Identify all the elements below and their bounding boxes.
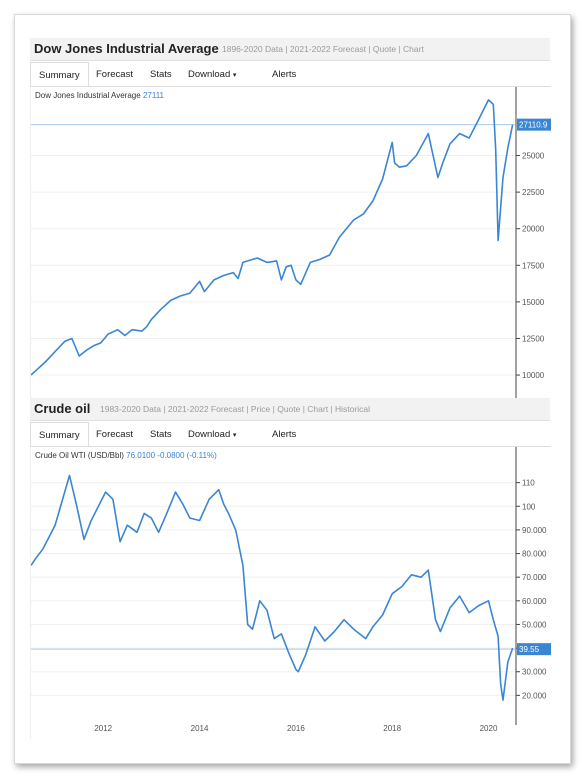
caret-down-icon: ▾	[232, 72, 237, 79]
panel-tabs: Summary Forecast Stats Download ▾ Alerts	[30, 62, 550, 86]
y-tick-label: 70.000	[522, 573, 547, 582]
y-tick-label: 10000	[522, 371, 545, 380]
y-tick-label: 22500	[522, 188, 545, 197]
legend-label: Crude Oil WTI (USD/Bbl)	[35, 451, 124, 460]
y-tick-label: 20000	[522, 225, 545, 234]
x-tick-label: 2018	[383, 724, 401, 733]
crude-chart-svg[interactable]: 20.00030.00040.00050.00060.00070.00080.0…	[31, 447, 551, 739]
tab-alerts[interactable]: Alerts	[272, 69, 297, 80]
page-frame	[14, 14, 571, 764]
x-tick-label: 2016	[287, 724, 305, 733]
y-tick-label: 110	[522, 479, 535, 488]
x-tick-label: 2014	[191, 724, 209, 733]
series-line[interactable]	[31, 99, 514, 376]
y-tick-label: 17500	[522, 261, 545, 270]
panel-tabs: Summary Forecast Stats Download ▾ Alerts	[30, 422, 550, 446]
current-value-badge	[517, 643, 551, 656]
tab-download-label: Download	[188, 69, 231, 80]
legend-label: Dow Jones Industrial Average	[35, 91, 141, 100]
tab-download[interactable]: Download ▾	[188, 69, 236, 80]
panel-title-bar: Crude oil 1983-2020 Data | 2021-2022 For…	[30, 398, 550, 421]
panel-title: Dow Jones Industrial Average	[34, 41, 219, 56]
panel-title-bar: Dow Jones Industrial Average 1896-2020 D…	[30, 38, 550, 61]
tab-alerts[interactable]: Alerts	[272, 429, 297, 440]
caret-down-icon: ▾	[232, 432, 237, 439]
chart-legend: Crude Oil WTI (USD/Bbl) 76.0100 -0.0800 …	[35, 451, 217, 460]
tab-forecast[interactable]: Forecast	[96, 69, 133, 80]
tab-stats[interactable]: Stats	[150, 429, 172, 440]
y-tick-label: 50.000	[522, 620, 547, 629]
tab-summary[interactable]: Summary	[30, 422, 89, 446]
dow-chart-svg[interactable]: 1000012500150001750020000225002500020122…	[31, 87, 551, 417]
x-tick-label: 2020	[480, 724, 498, 733]
y-tick-label: 100	[522, 502, 536, 511]
dow-chart-area: Dow Jones Industrial Average 27111 10000…	[30, 86, 551, 417]
y-tick-label: 60.000	[522, 597, 547, 606]
y-tick-label: 20.000	[522, 691, 547, 700]
tab-summary[interactable]: Summary	[30, 62, 89, 86]
y-tick-label: 80.000	[522, 550, 547, 559]
y-tick-label: 25000	[522, 152, 545, 161]
x-tick-label: 2012	[94, 724, 112, 733]
tab-stats[interactable]: Stats	[150, 69, 172, 80]
y-tick-label: 12500	[522, 334, 545, 343]
chart-legend: Dow Jones Industrial Average 27111	[35, 91, 164, 100]
y-tick-label: 15000	[522, 298, 545, 307]
panel-title: Crude oil	[34, 401, 91, 416]
panel-sublinks[interactable]: 1896-2020 Data | 2021-2022 Forecast | Qu…	[222, 44, 424, 54]
current-value-badge-text: 39.55	[519, 645, 540, 654]
legend-value: 76.0100	[126, 451, 156, 460]
legend-value: 27111	[142, 91, 164, 100]
series-line[interactable]	[31, 474, 514, 701]
tab-download[interactable]: Download ▾	[188, 429, 236, 440]
tab-download-label: Download	[188, 429, 231, 440]
legend-change: -0.0800 (-0.11%)	[157, 451, 217, 460]
y-tick-label: 90.000	[522, 526, 547, 535]
y-tick-label: 30.000	[522, 668, 547, 677]
current-value-badge-text: 27110.9	[519, 121, 548, 130]
crude-chart-area: Crude Oil WTI (USD/Bbl) 76.0100 -0.0800 …	[30, 446, 551, 739]
current-value-badge	[517, 118, 551, 131]
panel-sublinks[interactable]: 1983-2020 Data | 2021-2022 Forecast | Pr…	[100, 404, 370, 414]
tab-forecast[interactable]: Forecast	[96, 429, 133, 440]
